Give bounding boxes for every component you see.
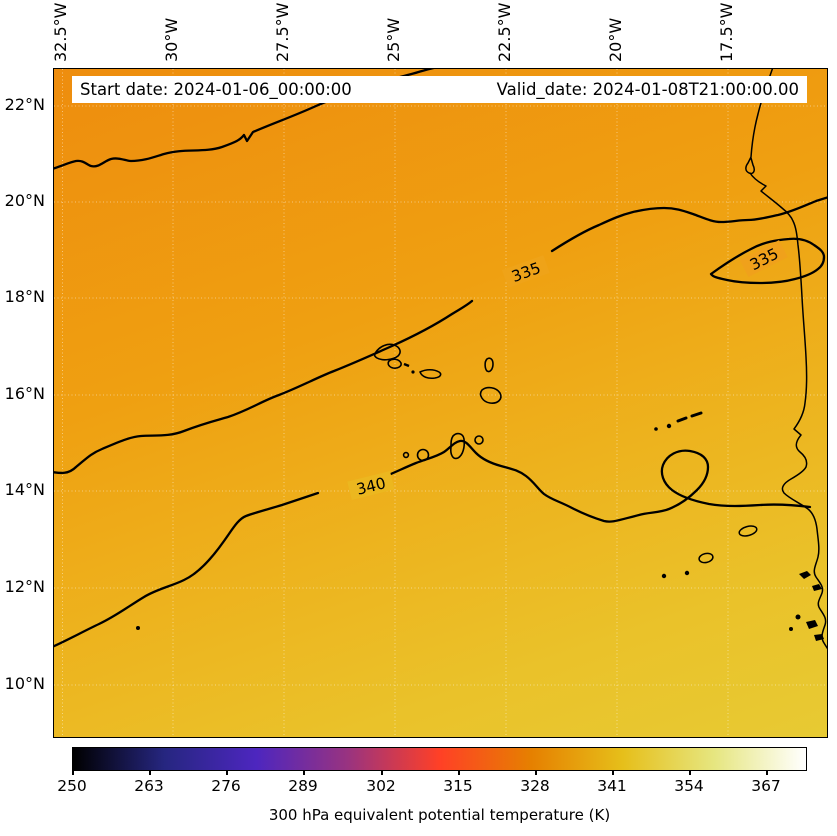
cbar-tick-354: 354: [674, 777, 704, 795]
contour-label-335-west: 335: [501, 255, 550, 288]
ytick-22n: 22°N: [4, 95, 45, 114]
svg-text:335: 335: [509, 259, 543, 286]
cbar-tick-341: 341: [597, 777, 627, 795]
ytick-10n: 10°N: [4, 674, 45, 693]
islets: [136, 370, 824, 641]
ytick-12n: 12°N: [4, 577, 45, 596]
xtick-20w: 20°W: [606, 17, 625, 62]
colorbar-tickmark: [458, 771, 460, 775]
start-date-text: Start date: 2024-01-06_00:00:00: [80, 80, 352, 99]
ytick-18n: 18°N: [4, 287, 45, 306]
colorbar-axis-label: 300 hPa equivalent potential temperature…: [268, 806, 611, 824]
cbar-tick-276: 276: [211, 777, 241, 795]
xtick-17-5w: 17.5°W: [717, 2, 736, 62]
cbar-tick-328: 328: [520, 777, 550, 795]
cbar-tick-289: 289: [288, 777, 318, 795]
xtick-22-5w: 22.5°W: [495, 2, 514, 62]
svg-text:340: 340: [355, 474, 388, 499]
colorbar-tickmark: [689, 771, 691, 775]
colorbar-tickmark: [72, 771, 74, 775]
cbar-tick-263: 263: [134, 777, 164, 795]
contour-label-335-east: 335: [739, 240, 788, 278]
colorbar-gradient: [72, 747, 807, 771]
ytick-16n: 16°N: [4, 384, 45, 403]
colorbar-tickmark: [381, 771, 383, 775]
ytick-14n: 14°N: [4, 480, 45, 499]
colorbar-tickmark: [226, 771, 228, 775]
gridlines: [54, 69, 827, 737]
xtick-30w: 30°W: [162, 17, 181, 62]
colorbar-tickmark: [766, 771, 768, 775]
valid-date-text: Valid_date: 2024-01-08T21:00:00.00: [496, 80, 799, 99]
colorbar-tickmark: [149, 771, 151, 775]
cbar-tick-315: 315: [443, 777, 473, 795]
cbar-tick-250: 250: [57, 777, 87, 795]
colorbar-tickmark: [535, 771, 537, 775]
date-banner: Start date: 2024-01-06_00:00:00 Valid_da…: [72, 76, 807, 103]
xtick-32-5w: 32.5°W: [51, 2, 70, 62]
xtick-27-5w: 27.5°W: [273, 2, 292, 62]
contour-335-loop: [709, 237, 826, 285]
map-plot: 335 335 340: [53, 68, 828, 738]
colorbar-tickmark: [612, 771, 614, 775]
contour-label-340: 340: [347, 470, 395, 501]
islet-dashes: [676, 411, 703, 423]
contour-335-west: [54, 299, 474, 475]
ytick-20n: 20°N: [4, 191, 45, 210]
coastline: [698, 69, 827, 650]
map-canvas: 335 335 340: [54, 69, 827, 737]
colorbar-tickmark: [303, 771, 305, 775]
contour-340-east: [384, 439, 812, 523]
cbar-tick-302: 302: [366, 777, 396, 795]
xtick-25w: 25°W: [384, 17, 403, 62]
contour-340-west: [54, 491, 320, 648]
cbar-tick-367: 367: [751, 777, 781, 795]
cape-verde-islands: [373, 343, 502, 462]
contour-335-east: [550, 196, 827, 253]
